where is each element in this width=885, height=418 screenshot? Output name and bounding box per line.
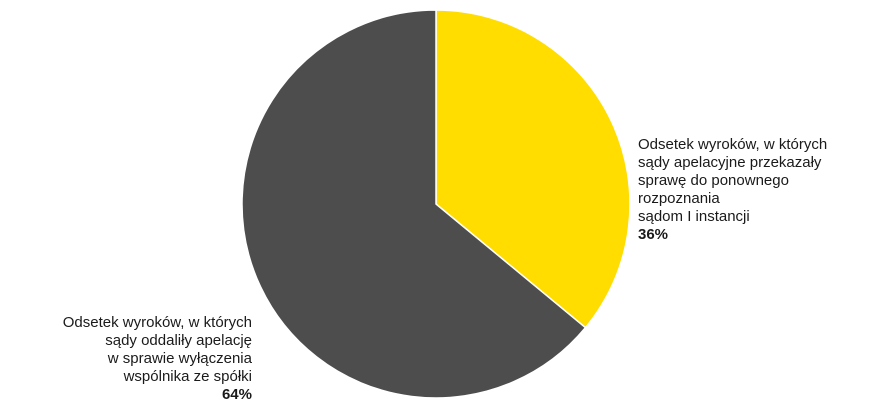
slice-value-label: 64%	[221, 386, 252, 403]
pie-slice-dismissed	[241, 9, 587, 399]
pie-slice-remanded	[435, 9, 631, 329]
slice-label-line: sprawę do ponownego	[638, 172, 789, 189]
slice-label-line: rozpoznania	[638, 190, 720, 207]
slice-label-line: sądy oddaliły apelację	[105, 332, 252, 349]
slice-label-dismissed: Odsetek wyroków, w których sądy oddaliły…	[63, 314, 252, 404]
slice-label-line: sądom I instancji	[638, 208, 750, 225]
slice-label-line: sądy apelacyjne przekazały	[638, 154, 822, 171]
slice-label-remanded: Odsetek wyroków, w których sądy apelacyj…	[638, 136, 827, 244]
slice-label-line: Odsetek wyroków, w których	[62, 314, 252, 331]
slice-label-line: wspólnika ze spółki	[123, 368, 252, 385]
slice-label-line: w sprawie wyłączenia	[107, 350, 252, 367]
slice-label-line: Odsetek wyroków, w których	[638, 136, 828, 153]
slice-value-label: 36%	[638, 226, 669, 243]
